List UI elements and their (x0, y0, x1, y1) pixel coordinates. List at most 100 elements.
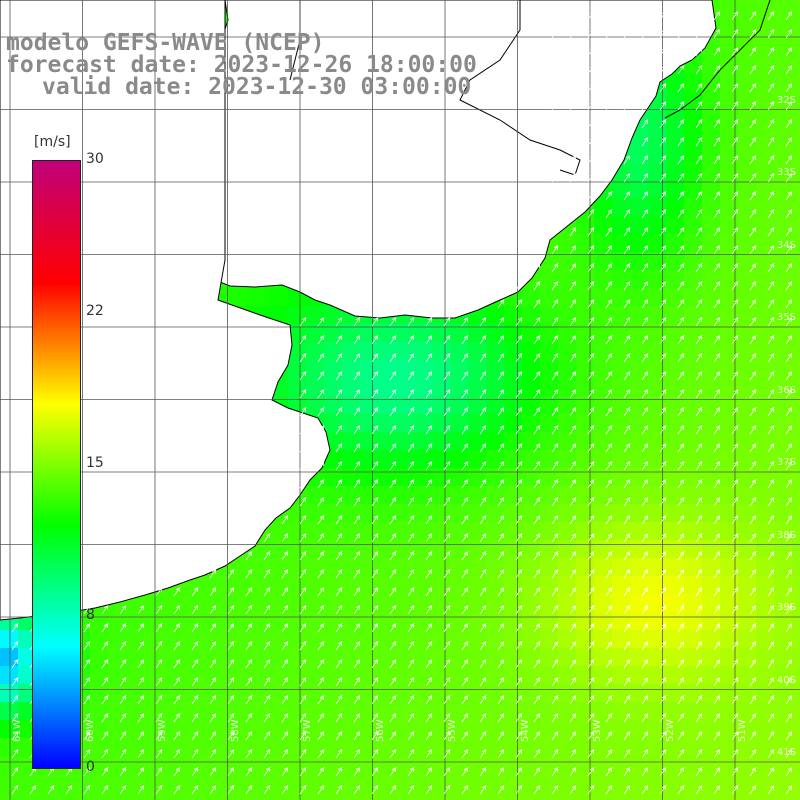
wind-arrow (569, 101, 577, 111)
wind-arrow (11, 587, 19, 597)
wind-arrow (317, 767, 325, 777)
wind-arrow (461, 533, 469, 543)
wind-arrow (659, 587, 667, 597)
wind-arrow (677, 65, 685, 75)
wind-arrow (83, 749, 91, 759)
wind-arrow (425, 605, 433, 615)
wind-arrow (767, 29, 775, 39)
wind-arrow (749, 227, 757, 237)
wind-arrow (245, 605, 253, 615)
wind-arrow (641, 425, 649, 435)
wind-arrow (605, 389, 613, 399)
wind-arrow (173, 587, 181, 597)
wind-arrow (281, 515, 289, 525)
wind-arrow (641, 641, 649, 651)
wind-arrow (389, 461, 397, 471)
wind-arrow (659, 29, 667, 39)
wind-arrow (713, 605, 721, 615)
wind-arrow (137, 749, 145, 759)
wind-arrow (281, 749, 289, 759)
wind-arrow (605, 245, 613, 255)
wind-arrow (785, 623, 793, 633)
wind-arrow (533, 587, 541, 597)
wind-arrow (623, 209, 631, 219)
wind-arrow (209, 767, 217, 777)
wind-arrow (623, 659, 631, 669)
wind-arrow (479, 497, 487, 507)
wind-arrow (461, 461, 469, 471)
wind-arrow (407, 425, 415, 435)
wind-arrow (479, 731, 487, 741)
wind-arrow (605, 317, 613, 327)
wind-arrow (731, 425, 739, 435)
wind-arrow (569, 605, 577, 615)
wind-arrow (605, 677, 613, 687)
wind-arrow (587, 749, 595, 759)
wind-arrow (281, 659, 289, 669)
wind-arrow (119, 641, 127, 651)
wind-arrow (371, 731, 379, 741)
wind-arrow (785, 407, 793, 417)
wind-arrow (695, 191, 703, 201)
wind-arrow (209, 605, 217, 615)
wind-arrow (137, 659, 145, 669)
wind-arrow (569, 83, 577, 93)
wind-arrow (461, 515, 469, 525)
wind-arrow (245, 551, 253, 561)
wind-arrow (191, 605, 199, 615)
wind-arrow (425, 713, 433, 723)
wind-arrow (659, 245, 667, 255)
wind-arrow (263, 551, 271, 561)
wind-arrow (263, 731, 271, 741)
wind-arrow (569, 785, 577, 795)
wind-arrow (587, 65, 595, 75)
wind-arrow (389, 515, 397, 525)
wind-arrow (767, 605, 775, 615)
lon-label-56w: 56W (375, 719, 386, 742)
wind-arrow (587, 227, 595, 237)
wind-arrow (659, 605, 667, 615)
wind-arrow (749, 389, 757, 399)
wind-arrow (407, 479, 415, 489)
wind-arrow (749, 713, 757, 723)
wind-arrow (731, 47, 739, 57)
wind-arrow (587, 623, 595, 633)
wind-arrow (551, 767, 559, 777)
wind-arrow (749, 497, 757, 507)
wind-arrow (299, 677, 307, 687)
wind-arrow (263, 461, 271, 471)
wind-arrow (227, 659, 235, 669)
wind-arrow (371, 785, 379, 795)
wind-arrow (353, 515, 361, 525)
wind-arrow (785, 227, 793, 237)
wind-arrow (407, 695, 415, 705)
wind-arrow (713, 785, 721, 795)
wind-arrow (515, 497, 523, 507)
wind-arrow (767, 209, 775, 219)
wind-arrow (407, 659, 415, 669)
wind-arrow (443, 605, 451, 615)
wind-arrow (695, 515, 703, 525)
lat-label-40s: 40S (776, 675, 796, 686)
wind-arrow (119, 623, 127, 633)
wind-arrow (515, 461, 523, 471)
wind-arrow (623, 443, 631, 453)
wind-arrow (299, 533, 307, 543)
wind-arrow (767, 587, 775, 597)
wind-arrow (659, 731, 667, 741)
wind-arrow (461, 605, 469, 615)
wind-arrow (245, 695, 253, 705)
wind-arrow (227, 785, 235, 795)
wind-arrow (713, 317, 721, 327)
wind-arrow (695, 83, 703, 93)
wind-arrow (587, 245, 595, 255)
wind-arrow (659, 101, 667, 111)
wind-arrow (461, 479, 469, 489)
wind-arrow (749, 11, 757, 21)
wind-arrow (317, 497, 325, 507)
wind-arrow (623, 515, 631, 525)
wind-arrow (551, 371, 559, 381)
wind-arrow (515, 767, 523, 777)
wind-arrow (641, 749, 649, 759)
wind-arrow (659, 425, 667, 435)
